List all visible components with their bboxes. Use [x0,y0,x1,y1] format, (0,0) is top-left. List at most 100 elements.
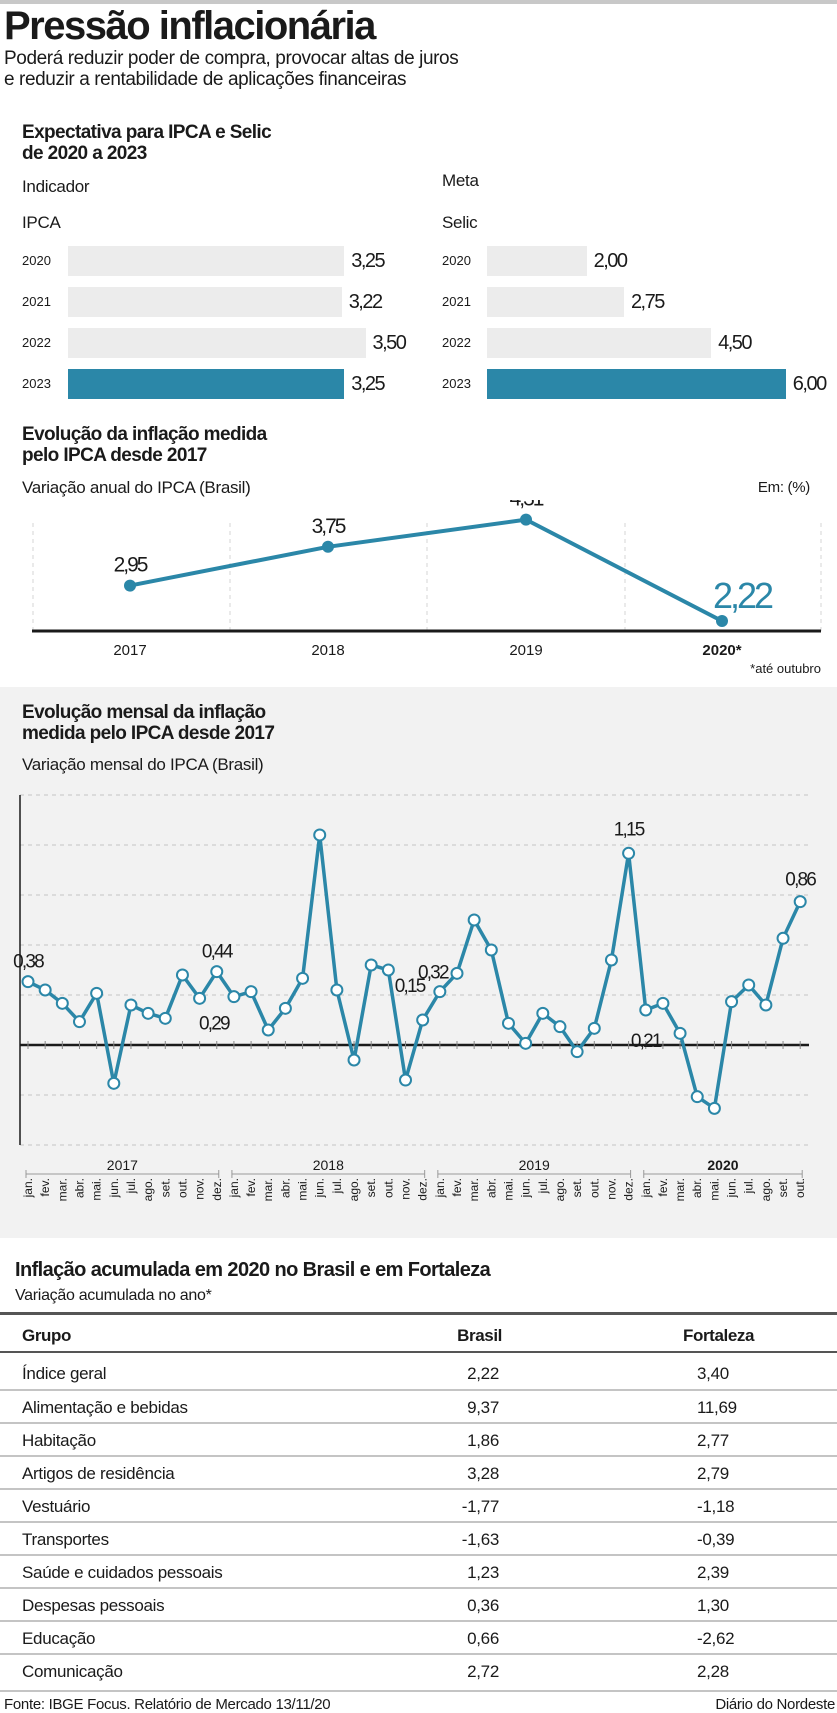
month-label: mai. [501,1178,515,1201]
data-point [776,931,790,945]
data-label: 0,15 [395,976,426,997]
table-row: Despesas pessoais 0,36 1,30 [0,1589,837,1622]
data-point [519,1036,533,1050]
month-label: jun. [519,1178,533,1198]
data-point [742,978,756,992]
data-point [244,985,258,999]
data-point [381,963,395,977]
ipca-value-label: 3,50 [372,332,407,354]
cell-fortaleza: -2,62 [697,1629,735,1648]
column-header-fortaleza: Fortaleza [683,1326,755,1345]
data-label: 0,21 [631,1031,662,1052]
month-label: jun. [313,1178,327,1198]
column-header-grupo: Grupo [22,1326,71,1345]
data-point [193,991,207,1005]
data-label: 0,29 [199,1014,230,1035]
month-label: jun. [107,1178,121,1198]
selic-year-label: 2022 [442,335,471,350]
month-label: mai. [90,1178,104,1201]
monthly-chart-subtitle: Variação mensal do IPCA (Brasil) [22,755,264,774]
ipca-value-label: 3,25 [351,250,385,272]
month-label: nov. [604,1178,618,1200]
indicator-label: Indicador [22,177,90,196]
month-label: nov. [193,1178,207,1200]
month-label: jan. [21,1178,35,1198]
annual-chart-title-line: Evolução da inflação medida [22,424,267,445]
data-point [107,1076,121,1090]
cell-brasil: 9,37 [467,1398,499,1417]
page-subtitle: Poderá reduzir poder de compra, provocar… [4,48,459,90]
month-label: ago. [553,1178,567,1201]
data-point [604,953,618,967]
data-point [553,1020,567,1034]
expectations-title-line: Expectativa para IPCA e Selic [22,122,272,143]
data-label: 4,31 [510,500,544,511]
selic-bar [487,246,587,276]
table-row: Saúde e cuidados pessoais 1,23 2,39 [0,1556,837,1589]
ipca-bar [68,328,366,358]
ipca-bar [68,287,342,317]
data-point [673,1026,687,1040]
month-label: ago. [141,1178,155,1201]
data-point [38,983,52,997]
month-label: mar. [55,1178,69,1201]
data-point [639,1003,653,1017]
month-label: dez. [210,1178,224,1201]
month-label: ago. [759,1178,773,1201]
month-label: set. [364,1178,378,1197]
table-top-rule [0,1312,837,1315]
cell-grupo: Alimentação e bebidas [22,1398,188,1417]
table-row: Habitação 1,86 2,77 [0,1424,837,1457]
table-row: Vestuário -1,77 -1,18 [0,1490,837,1523]
data-label: 0,86 [785,870,816,891]
top-rule [0,0,837,4]
selic-value-label: 2,00 [593,250,628,272]
data-point [124,579,136,592]
data-point [90,986,104,1000]
data-point [21,975,35,989]
cell-brasil: 3,28 [467,1464,499,1483]
data-point [330,983,344,997]
month-label: jul. [330,1178,344,1194]
data-point [433,985,447,999]
subtitle-line: Poderá reduzir poder de compra, provocar… [4,48,459,69]
annual-line-chart: 2,95 2017 3,75 2018 4,31 2019 2,22 2020* *até ou… [32,500,822,676]
selic-value-label: 6,00 [792,373,827,395]
data-point [278,1001,292,1015]
ipca-value-label: 3,22 [348,291,383,313]
data-label: 0,44 [202,942,234,963]
data-point [322,540,334,553]
cell-grupo: Vestuário [22,1497,91,1516]
table-title: Inflação acumulada em 2020 no Brasil e e… [15,1259,491,1281]
data-point [399,1073,413,1087]
ipca-label: IPCA [22,213,61,232]
data-point [716,615,728,627]
month-label: jan. [639,1178,653,1198]
data-point [707,1101,721,1115]
ipca-year-label: 2020 [22,253,51,268]
cell-fortaleza: -0,39 [697,1530,735,1549]
data-point [570,1045,584,1059]
brand-credit: Diário do Nordeste [715,1696,835,1713]
annual-chart-subtitle: Variação anual do IPCA (Brasil) [22,478,251,497]
year-label: 2017 [107,1157,138,1173]
selic-bar [487,287,624,317]
ipca-bar [68,369,345,399]
month-label: nov. [399,1178,413,1200]
cell-brasil: 2,72 [467,1662,499,1681]
table-row: Artigos de residência 3,28 2,79 [0,1457,837,1490]
month-label: abr. [690,1178,704,1198]
cell-fortaleza: 2,28 [697,1662,729,1681]
data-point [793,895,807,909]
cell-brasil: 2,22 [467,1364,499,1383]
month-label: jul. [124,1178,138,1194]
month-label: mar. [673,1178,687,1201]
selic-year-label: 2020 [442,253,471,268]
monthly-chart-title-line: medida pelo IPCA desde 2017 [22,723,275,744]
month-label: out. [381,1178,395,1198]
cell-fortaleza: 3,40 [697,1364,729,1383]
month-label: mai. [296,1178,310,1201]
data-point [347,1053,361,1067]
data-point [690,1090,704,1104]
table-row: Alimentação e bebidas 9,37 11,69 [0,1391,837,1424]
